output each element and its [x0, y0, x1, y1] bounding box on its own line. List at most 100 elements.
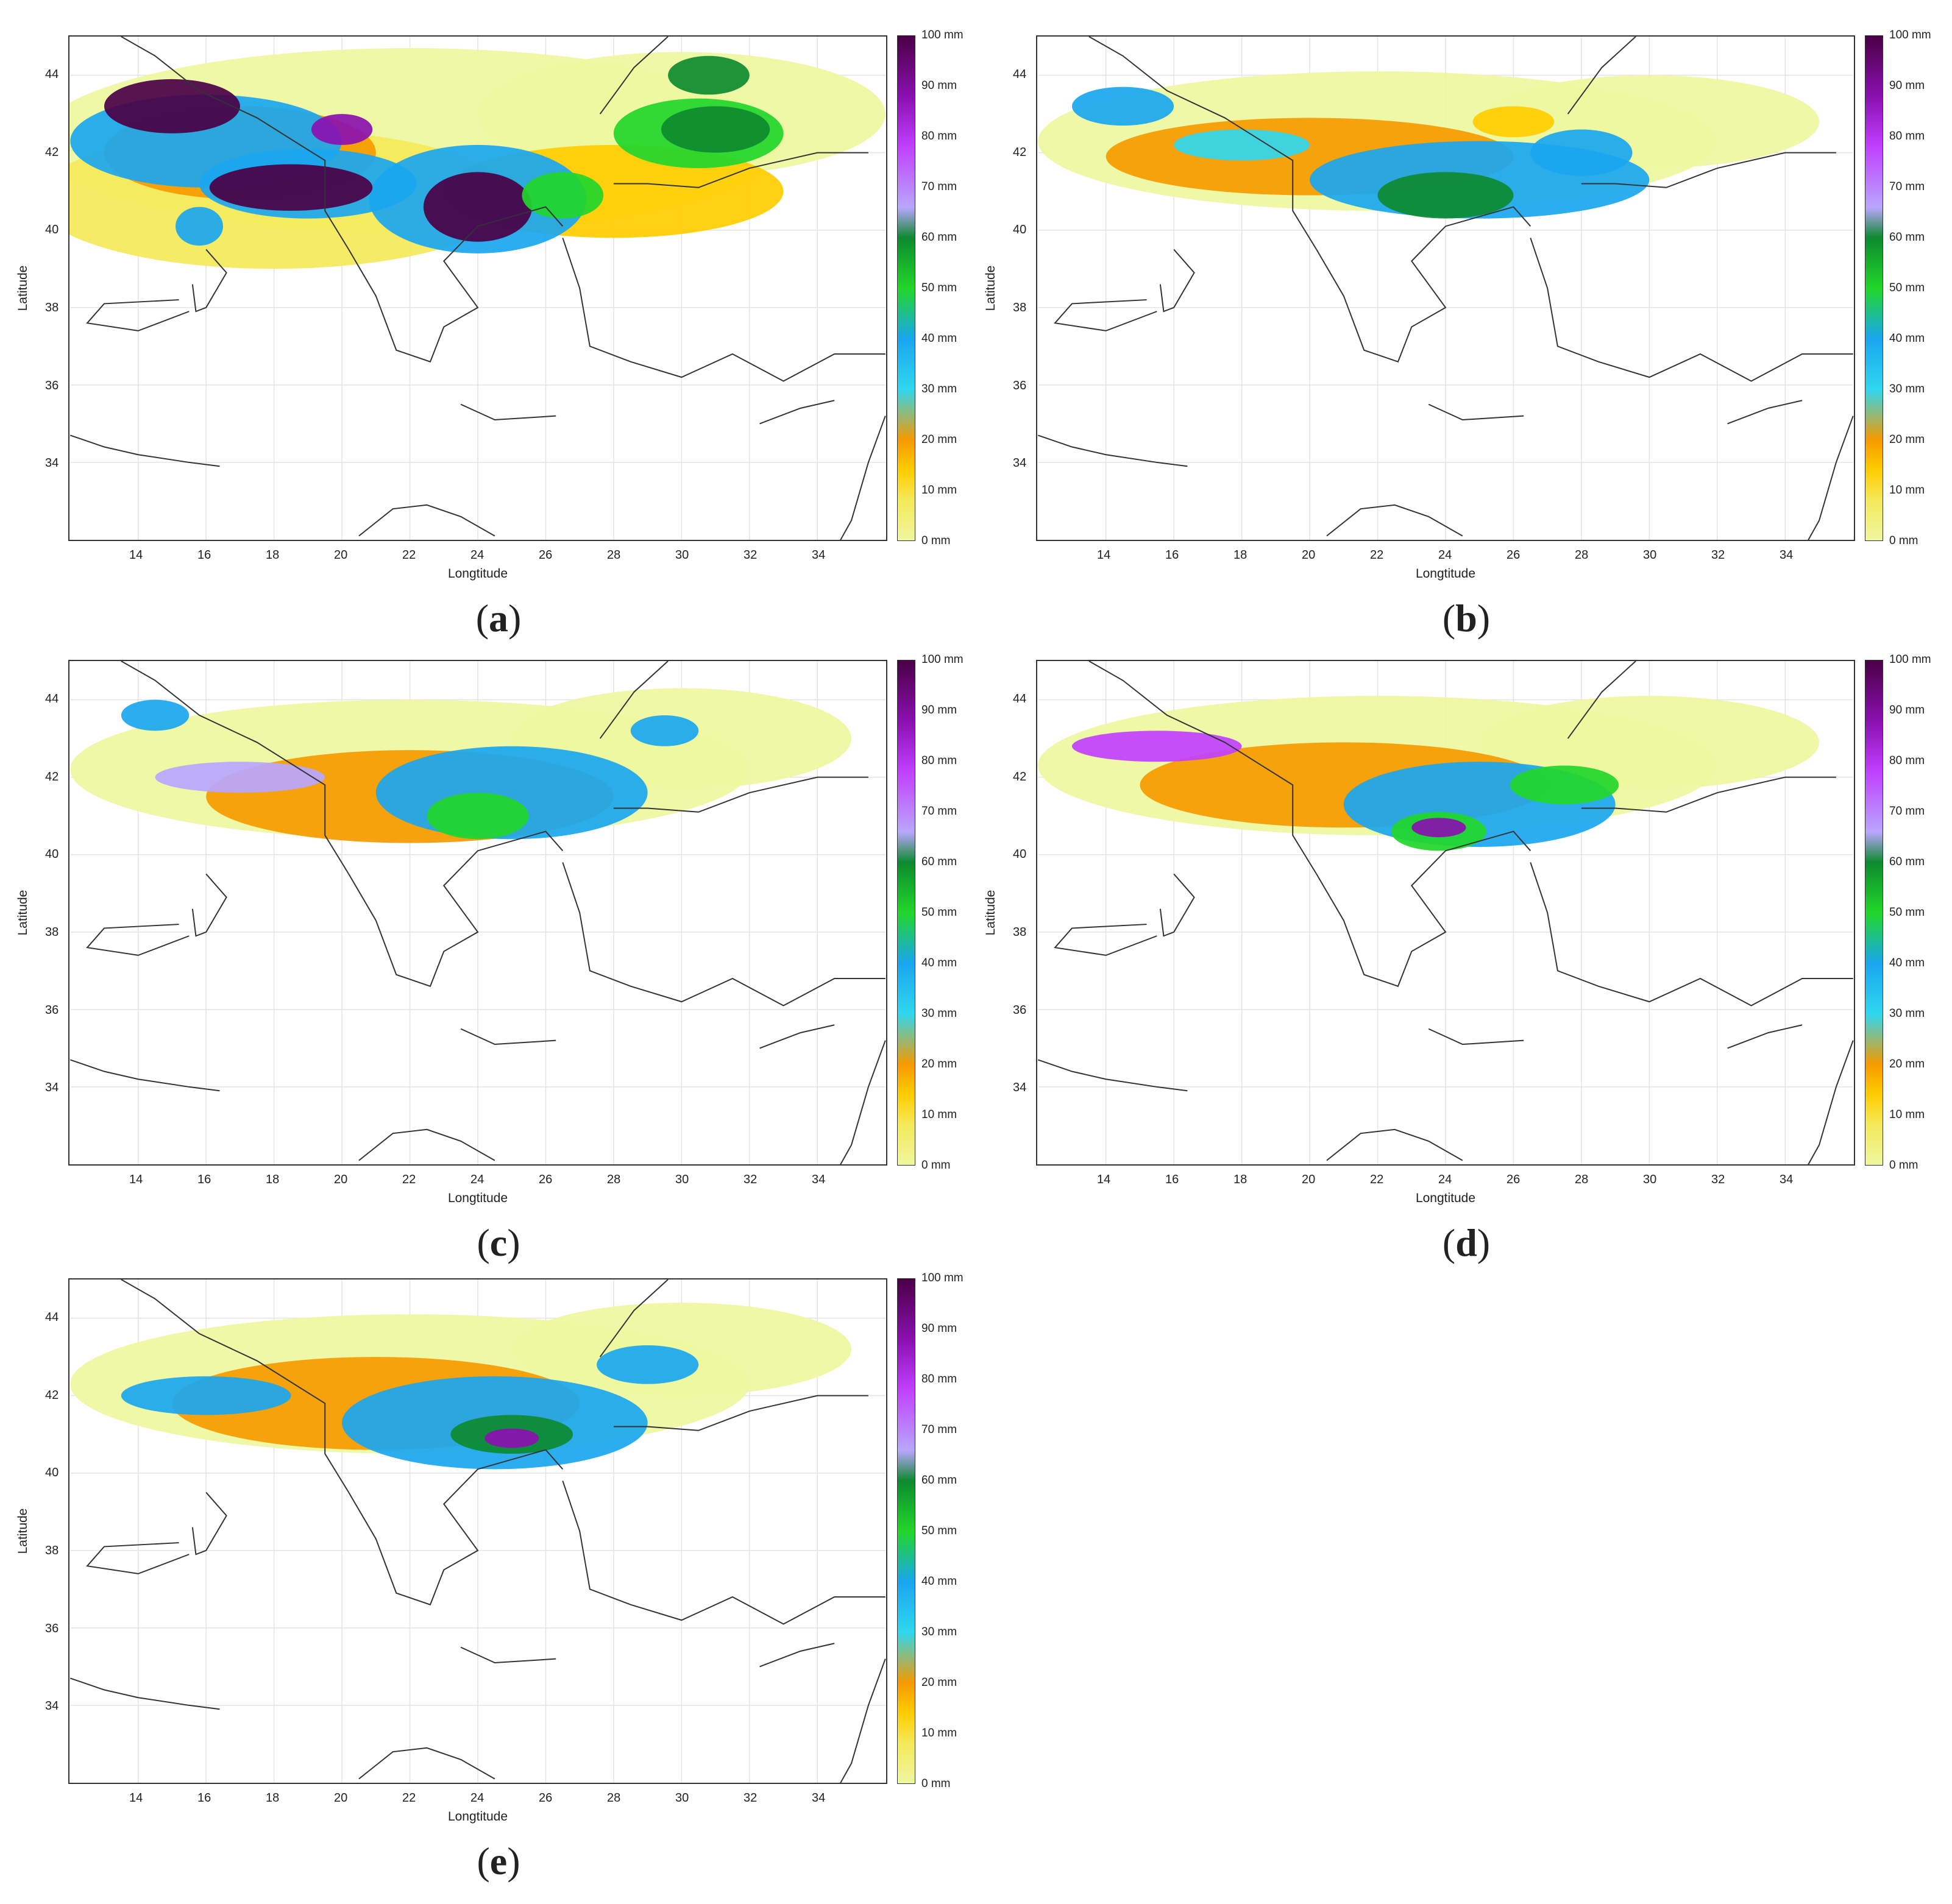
- coastline: [1567, 37, 1636, 115]
- map-frame: [68, 1278, 887, 1784]
- panel-label: (c): [477, 1220, 520, 1265]
- coastline: [69, 1677, 220, 1710]
- coastline: [1088, 661, 1318, 874]
- x-tick-label: 26: [539, 548, 553, 562]
- panel-label-close: ): [507, 1221, 520, 1264]
- coastline: [1727, 1024, 1803, 1049]
- colorbar-label: 50 mm: [921, 1524, 957, 1537]
- coastline: [1037, 1059, 1188, 1092]
- coastline: [121, 37, 350, 250]
- y-tick-label: 42: [45, 145, 59, 159]
- precip-field: [1472, 106, 1555, 138]
- coastline: [460, 1646, 556, 1664]
- coastline: [840, 416, 886, 540]
- precip-field: [597, 1345, 699, 1384]
- map-panel-c: 34 36 38 40 42 44 14 16 18 20 22 24 26 28 30 32 34 Latitu…: [0, 653, 964, 1275]
- colorbar-label: 100 mm: [921, 653, 964, 666]
- colorbar-label: 10 mm: [921, 484, 957, 497]
- panel-label-open: (: [477, 1221, 490, 1264]
- colorbar-label: 80 mm: [1889, 130, 1925, 143]
- precip-field: [104, 79, 240, 133]
- x-tick-label: 16: [1165, 1173, 1179, 1186]
- y-tick-label: 36: [1013, 1003, 1027, 1017]
- y-tick-label: 38: [45, 300, 59, 314]
- coastline: [191, 873, 227, 937]
- colorbar-label: 70 mm: [1889, 805, 1925, 818]
- precip-field: [1479, 696, 1820, 789]
- coastline: [348, 206, 564, 363]
- x-axis-label: Longtitude: [1415, 1191, 1476, 1205]
- precip-map: [69, 37, 886, 540]
- precip-map: [1037, 37, 1854, 540]
- precip-field: [522, 172, 604, 219]
- x-tick-label: 20: [334, 1173, 348, 1186]
- colorbar-label: 80 mm: [1889, 754, 1925, 767]
- y-tick-label: 44: [45, 692, 59, 706]
- panel-label: (b): [1443, 596, 1490, 641]
- panel-label-letter: a: [489, 596, 508, 640]
- coastline: [1727, 400, 1803, 425]
- colorbar-label: 40 mm: [921, 957, 957, 969]
- coastline: [86, 299, 190, 331]
- coastline: [599, 661, 669, 739]
- precip-map: [69, 661, 886, 1164]
- coastline: [599, 1279, 669, 1357]
- precip-field: [668, 55, 750, 95]
- x-axis-label: Longtitude: [1415, 567, 1476, 581]
- coastline: [1316, 206, 1531, 363]
- x-tick-label: 20: [334, 1791, 348, 1805]
- colorbar-label: 100 mm: [1889, 653, 1931, 666]
- colorbar-label: 40 mm: [1889, 332, 1925, 345]
- x-tick-label: 28: [607, 1791, 621, 1805]
- map-frame: [68, 35, 887, 541]
- x-tick-label: 14: [129, 1173, 143, 1186]
- panel-label-open: (: [477, 1839, 490, 1883]
- colorbar-label: 60 mm: [1889, 855, 1925, 868]
- colorbar-label: 90 mm: [921, 704, 957, 717]
- coastline: [1428, 403, 1524, 421]
- x-tick-label: 16: [197, 548, 211, 562]
- colorbar-label: 10 mm: [1889, 484, 1925, 497]
- x-tick-label: 18: [1233, 548, 1248, 562]
- coastline: [759, 1024, 835, 1049]
- coastline: [86, 1542, 190, 1574]
- coastline: [562, 238, 885, 382]
- coastline: [1326, 1128, 1463, 1161]
- x-tick-label: 32: [1711, 1173, 1725, 1186]
- y-tick-label: 36: [45, 1003, 59, 1017]
- colorbar-label: 0 mm: [1889, 1159, 1918, 1172]
- coastline: [1581, 152, 1836, 188]
- x-axis-label: Longtitude: [447, 567, 508, 581]
- coastline: [1088, 37, 1318, 250]
- x-tick-label: 32: [744, 1791, 758, 1805]
- coastline: [1530, 238, 1853, 382]
- colorbar-label: 0 mm: [1889, 534, 1918, 547]
- y-tick-label: 34: [1013, 456, 1027, 470]
- x-tick-label: 34: [1780, 1173, 1794, 1186]
- panel-label-open: (: [475, 596, 489, 640]
- x-tick-label: 24: [470, 1173, 484, 1186]
- map-panel-e: 34 36 38 40 42 44 14 16 18 20 22 24 26 28 30 32 34 Latitu…: [0, 1272, 964, 1894]
- panel-label-open: (: [1442, 1221, 1456, 1264]
- x-tick-label: 16: [197, 1791, 211, 1805]
- colorbar-label: 100 mm: [1889, 29, 1931, 41]
- colorbar-label: 90 mm: [921, 1322, 957, 1335]
- precip-map: [69, 1279, 886, 1783]
- x-tick-label: 26: [1507, 548, 1521, 562]
- coastline: [1530, 862, 1853, 1007]
- panel-label-letter: d: [1455, 1221, 1477, 1264]
- coastline: [1054, 299, 1157, 331]
- y-axis-label: Latitude: [16, 890, 30, 936]
- y-tick-label: 40: [45, 223, 59, 237]
- coastline: [1159, 249, 1195, 313]
- x-tick-label: 30: [1643, 548, 1657, 562]
- y-tick-label: 34: [1013, 1081, 1027, 1095]
- coastline: [86, 924, 190, 956]
- colorbar-label: 70 mm: [1889, 180, 1925, 193]
- coastline: [348, 830, 564, 987]
- colorbar-label: 50 mm: [921, 281, 957, 294]
- y-tick-label: 40: [45, 1466, 59, 1480]
- y-tick-label: 38: [45, 1543, 59, 1557]
- precip-field: [311, 114, 373, 145]
- colorbar-label: 60 mm: [921, 231, 957, 244]
